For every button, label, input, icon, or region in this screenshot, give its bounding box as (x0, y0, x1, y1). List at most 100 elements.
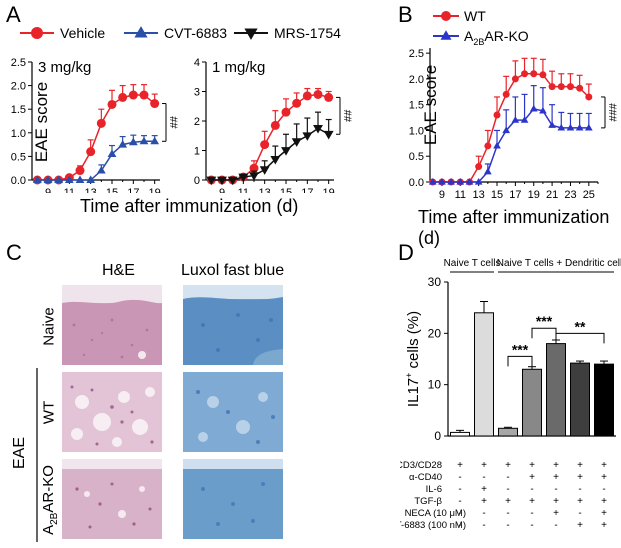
y-tick-label: 1.0 (409, 125, 424, 137)
sign-cell: + (601, 508, 607, 519)
point-ko (502, 126, 511, 134)
legend-marker-cvt-6883 (134, 26, 148, 38)
point-vehicle (128, 90, 138, 100)
point-mrs (302, 132, 313, 141)
point-wt (511, 75, 519, 83)
row-label-naive: Naive (40, 307, 58, 346)
sig-bracket (555, 332, 605, 344)
histology-lfb-ko (183, 459, 283, 539)
sign-cell: + (481, 496, 487, 507)
x-tick-label: 19 (149, 187, 161, 193)
x-tick-label: 13 (259, 187, 271, 193)
point-cvt (86, 175, 96, 183)
point-cvt (139, 136, 149, 145)
panel-letter-a: A (6, 2, 21, 27)
sign-cell: + (601, 460, 607, 471)
histology-he-ko (62, 459, 162, 539)
x-tick-label: 11 (238, 187, 249, 193)
sign-cell: - (458, 496, 461, 507)
point-ko (428, 177, 437, 185)
sign-cell: - (530, 520, 533, 531)
sign-cell: - (530, 508, 533, 519)
point-mrs (281, 147, 291, 156)
point-ko (520, 116, 529, 123)
sig-label: ## (167, 116, 179, 129)
legend-label: CVT-6883 (164, 25, 227, 41)
xlabel-a: Time after immunization (d) (80, 196, 299, 216)
x-tick-label: 17 (127, 187, 139, 193)
y-tick-label: 2.0 (11, 81, 26, 93)
sign-cell: + (529, 496, 535, 507)
series-line-vehicle (211, 93, 329, 181)
y-tick-label: 30 (428, 275, 442, 289)
y-tick-label: 1 (194, 146, 200, 158)
histology-he-naive (62, 285, 162, 365)
bar-4 (522, 368, 542, 437)
legend-marker-ko (440, 30, 452, 40)
xlabel-b: Time after immunization (d) (418, 207, 610, 248)
point-wt (539, 71, 547, 79)
sign-cell: + (577, 520, 583, 531)
sign-cell: + (601, 496, 607, 507)
point-ko (511, 116, 520, 123)
y-tick-label: 0.5 (11, 151, 26, 163)
histology-lfb-wt (183, 372, 283, 452)
x-tick-label: 17 (509, 189, 521, 201)
sig-bracket (531, 327, 557, 339)
point-mrs (313, 125, 323, 134)
row-label-a2bar-ko: A2BAR-KO (40, 465, 60, 535)
legend-label: A2BAR-KO (464, 28, 529, 47)
y-tick-label: 1.5 (11, 104, 26, 116)
y-tick-label: 2 (194, 116, 200, 128)
sign-cell: + (481, 460, 487, 471)
point-mrs (249, 172, 259, 181)
ylabel-a: EAE score (32, 81, 51, 163)
sign-cell: + (601, 520, 607, 531)
y-tick-label: 0.0 (11, 175, 26, 187)
panel-letter-d: D (398, 240, 414, 265)
y-tick-label: 4 (194, 57, 200, 69)
sign-cell: - (506, 484, 509, 495)
sign-cell: - (458, 508, 461, 519)
x-tick-label: 25 (583, 189, 595, 201)
point-mrs (206, 176, 217, 186)
histology-lfb-naive (183, 285, 283, 365)
y-tick-label: 10 (428, 378, 442, 392)
sign-cell: - (506, 520, 509, 531)
point-vehicle (292, 98, 302, 108)
point-cvt (43, 175, 53, 183)
point-wt (548, 83, 556, 91)
sign-cell: - (554, 484, 557, 495)
point-vehicle (118, 92, 128, 102)
point-ko (493, 141, 501, 149)
point-cvt (64, 175, 74, 183)
point-cvt (128, 137, 138, 146)
point-wt (585, 93, 593, 101)
x-tick-label: 15 (491, 189, 503, 201)
row-label-wt: WT (40, 400, 58, 425)
x-tick-label: 15 (280, 187, 292, 193)
point-cvt (75, 175, 85, 183)
x-tick-label: 13 (473, 189, 485, 201)
point-ko (529, 104, 538, 112)
point-ko (456, 177, 465, 185)
series-line-cvt (37, 140, 155, 181)
bar-1 (450, 431, 470, 437)
point-ko (438, 177, 446, 185)
point-cvt (150, 136, 160, 145)
point-wt (502, 90, 510, 98)
point-mrs (291, 138, 302, 147)
point-mrs (238, 173, 249, 183)
sign-cell: - (602, 484, 605, 495)
legend-marker-mrs-1754 (244, 28, 258, 40)
sig-label: ## (341, 110, 353, 123)
sign-row-label: α-CD3/CD28 (400, 460, 442, 471)
point-wt (521, 70, 529, 78)
point-vehicle (150, 99, 160, 109)
sign-cell: - (506, 508, 509, 519)
point-mrs (217, 176, 227, 186)
point-vehicle (281, 107, 291, 117)
point-wt (576, 84, 584, 92)
sign-cell: + (505, 496, 511, 507)
sign-row-label: α-CD40 (409, 472, 442, 483)
